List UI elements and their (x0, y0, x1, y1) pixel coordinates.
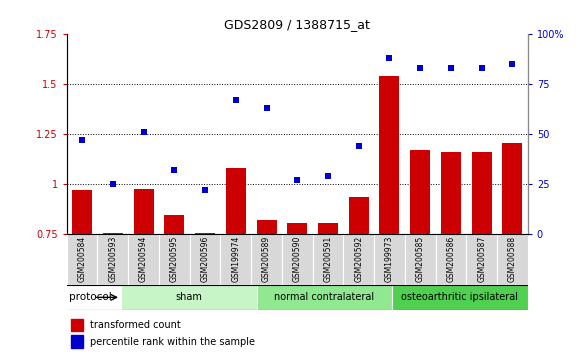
Bar (472, 152, 492, 354)
Bar (466, 234, 497, 285)
Bar (318, 223, 338, 354)
Text: GSM200593: GSM200593 (108, 236, 117, 282)
Text: GSM200596: GSM200596 (201, 236, 209, 282)
Point (354, 143, 363, 148)
Bar (97, 234, 128, 285)
Text: GSM200591: GSM200591 (324, 236, 332, 282)
Point (293, 177, 302, 182)
Text: transformed count: transformed count (90, 320, 180, 330)
Bar (502, 143, 523, 354)
Bar (410, 150, 430, 354)
Text: osteoarthritic ipsilateral: osteoarthritic ipsilateral (401, 292, 519, 302)
Text: percentile rank within the sample: percentile rank within the sample (90, 337, 255, 347)
Bar (497, 234, 528, 285)
Bar (374, 234, 405, 285)
Bar (251, 234, 282, 285)
Bar (195, 233, 215, 354)
Point (231, 97, 241, 102)
Bar (128, 234, 159, 285)
Bar (392, 285, 528, 310)
Point (447, 65, 456, 70)
Title: GDS2809 / 1388715_at: GDS2809 / 1388715_at (224, 18, 370, 31)
Text: GSM200585: GSM200585 (416, 236, 425, 282)
Text: GSM200590: GSM200590 (293, 236, 302, 282)
Point (139, 129, 148, 135)
Bar (282, 234, 313, 285)
Bar (436, 234, 466, 285)
Bar (121, 285, 256, 310)
Text: GSM200589: GSM200589 (262, 236, 271, 282)
Point (385, 55, 394, 61)
Bar (67, 234, 97, 285)
Text: GSM200587: GSM200587 (477, 236, 486, 282)
Bar (220, 234, 251, 285)
Text: GSM200594: GSM200594 (139, 236, 148, 282)
Text: GSM200584: GSM200584 (78, 236, 86, 282)
Bar (405, 234, 436, 285)
Text: GSM199973: GSM199973 (385, 236, 394, 282)
Point (108, 181, 118, 187)
Point (170, 167, 179, 172)
Text: GSM200595: GSM200595 (170, 236, 179, 282)
Bar (379, 76, 400, 354)
Text: GSM199974: GSM199974 (231, 236, 240, 282)
Text: normal contralateral: normal contralateral (274, 292, 375, 302)
Bar (103, 233, 123, 354)
Point (262, 105, 271, 110)
Bar (190, 234, 220, 285)
Bar (349, 196, 369, 354)
Bar (226, 168, 246, 354)
Bar (71, 319, 83, 331)
Bar (256, 285, 392, 310)
Text: GSM200588: GSM200588 (508, 236, 517, 282)
Bar (164, 215, 184, 354)
Point (508, 61, 517, 67)
Text: sham: sham (175, 292, 202, 302)
Point (78, 137, 87, 142)
Bar (256, 219, 277, 354)
Point (324, 173, 333, 178)
Point (477, 65, 487, 70)
Text: protocol: protocol (70, 292, 112, 302)
Bar (71, 335, 83, 348)
Bar (313, 234, 343, 285)
Bar (72, 190, 92, 354)
Point (415, 65, 425, 70)
Bar (343, 234, 374, 285)
Bar (133, 189, 154, 354)
Bar (287, 223, 307, 354)
Text: GSM200592: GSM200592 (354, 236, 363, 282)
Point (201, 187, 210, 193)
Bar (159, 234, 190, 285)
Bar (441, 152, 461, 354)
Text: GSM200586: GSM200586 (447, 236, 455, 282)
